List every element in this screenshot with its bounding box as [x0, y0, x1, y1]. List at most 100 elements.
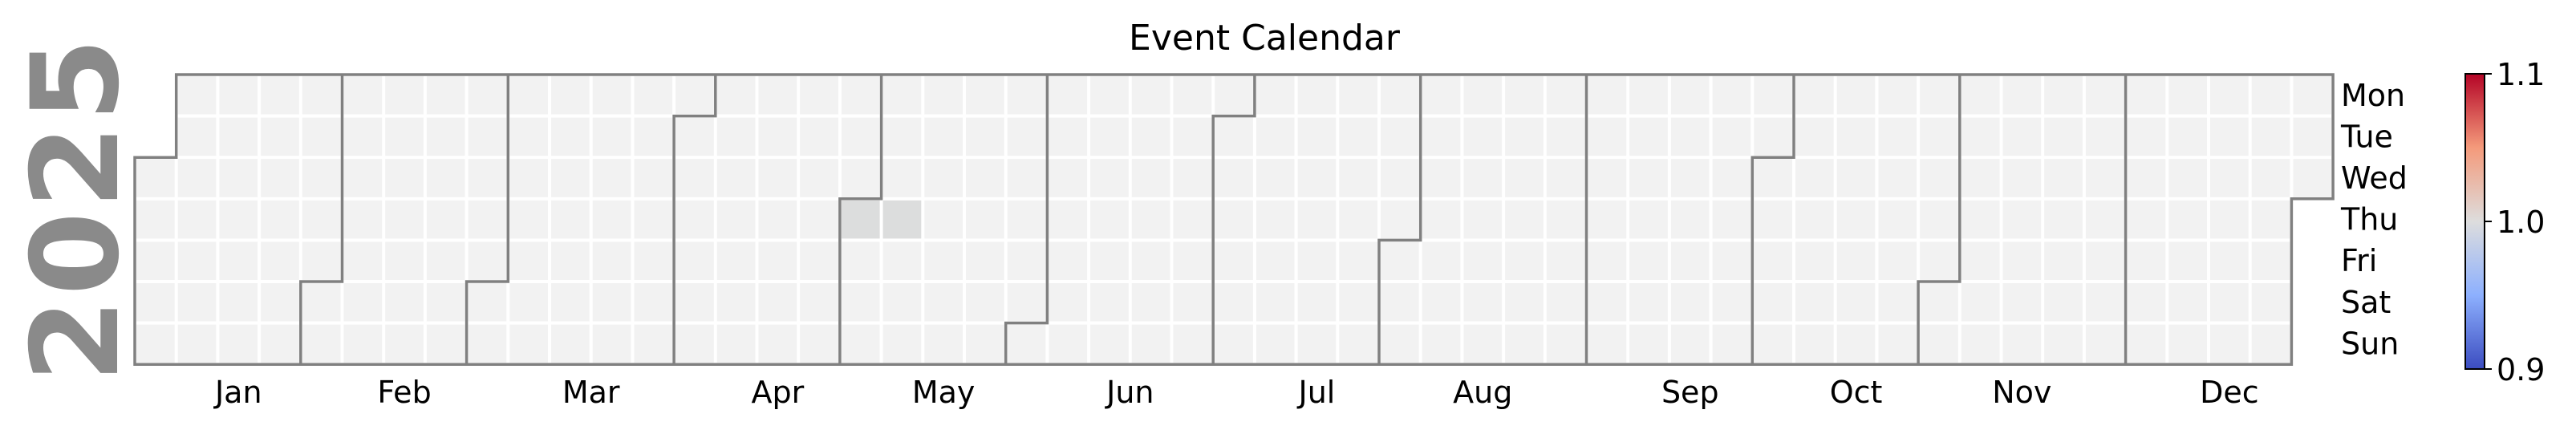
- day-cell: [1546, 283, 1585, 322]
- day-cell: [2085, 159, 2124, 197]
- day-cell: [1463, 241, 1503, 280]
- day-cell: [1670, 241, 1710, 280]
- day-cell: [758, 117, 797, 156]
- day-cell: [1049, 200, 1088, 239]
- day-cell: [1588, 241, 1627, 280]
- day-cell: [758, 241, 797, 280]
- day-cell: [1546, 76, 1585, 115]
- day-cell: [302, 117, 341, 156]
- day-cell: [551, 324, 590, 363]
- day-cell: [385, 241, 424, 280]
- day-cell: [800, 283, 838, 322]
- day-cell: [1961, 283, 2000, 322]
- day-cell: [2251, 324, 2290, 363]
- day-cell: [385, 283, 424, 322]
- day-cell: [385, 200, 424, 239]
- day-cell: [634, 117, 673, 156]
- day-cell: [1007, 324, 1046, 363]
- day-cell: [426, 241, 465, 280]
- day-cell: [1339, 159, 1377, 197]
- day-cell: [509, 283, 548, 322]
- day-cell: [1297, 241, 1337, 280]
- day-cell: [1961, 200, 2000, 239]
- day-cell: [2168, 200, 2207, 239]
- day-cell: [2085, 241, 2124, 280]
- day-cell: [1173, 200, 1212, 239]
- day-cell: [2044, 324, 2083, 363]
- day-cell: [675, 76, 714, 115]
- day-cell: [1588, 159, 1627, 197]
- day-cell: [2002, 241, 2042, 280]
- day-cell: [1670, 324, 1710, 363]
- day-cell: [1339, 200, 1377, 239]
- day-cell: [882, 117, 922, 156]
- day-cell: [1588, 283, 1627, 322]
- day-cell: [177, 324, 217, 363]
- day-cell: [1505, 200, 1544, 239]
- day-cell: [1381, 200, 1419, 239]
- day-cell: [2251, 76, 2290, 115]
- day-cell: [177, 283, 217, 322]
- day-cell: [1712, 200, 1751, 239]
- day-cell: [1754, 241, 1792, 280]
- day-cell: [592, 200, 631, 239]
- day-cell: [1920, 76, 1958, 115]
- day-cell: [1007, 117, 1046, 156]
- day-cell: [1007, 159, 1046, 197]
- day-cell: [2002, 324, 2042, 363]
- day-cell: [1256, 200, 1295, 239]
- day-cell: [966, 76, 1004, 115]
- day-cell: [1339, 241, 1377, 280]
- day-cell: [1878, 76, 1917, 115]
- day-cell: [924, 76, 963, 115]
- day-cell: [2127, 200, 2166, 239]
- day-cell: [136, 200, 175, 239]
- day-cell: [219, 117, 258, 156]
- day-cell: [468, 76, 507, 115]
- day-cell: [343, 200, 383, 239]
- day-cell: [716, 76, 756, 115]
- day-cell: [716, 200, 756, 239]
- day-cell: [385, 159, 424, 197]
- day-cell: [551, 200, 590, 239]
- day-cell: [1754, 117, 1792, 156]
- day-cell: [716, 159, 756, 197]
- weekday-label: Wed: [2341, 160, 2408, 196]
- day-cell: [551, 117, 590, 156]
- day-cell: [1629, 283, 1668, 322]
- day-cell: [509, 200, 548, 239]
- day-cell: [1215, 76, 1253, 115]
- day-cell: [1256, 117, 1295, 156]
- day-cell: [2127, 283, 2166, 322]
- day-cell: [2002, 283, 2042, 322]
- day-cell: [1297, 76, 1337, 115]
- day-cell: [343, 324, 383, 363]
- day-cell: [1173, 76, 1212, 115]
- day-cell: [1754, 200, 1792, 239]
- day-cell: [758, 324, 797, 363]
- day-cell: [716, 283, 756, 322]
- day-cell: [841, 76, 880, 115]
- day-cell: [2002, 159, 2042, 197]
- day-cell: [1588, 117, 1627, 156]
- month-label: Jun: [1105, 375, 1154, 410]
- day-cell: [1546, 117, 1585, 156]
- day-cell: [634, 159, 673, 197]
- day-cell: [675, 117, 714, 156]
- day-cell: [343, 283, 383, 322]
- day-cell: [1049, 76, 1088, 115]
- day-cell: [136, 283, 175, 322]
- day-cell: [1836, 324, 1876, 363]
- day-cell: [261, 76, 299, 115]
- day-cell: [1215, 283, 1253, 322]
- day-cell: [1215, 324, 1253, 363]
- day-cell: [675, 159, 714, 197]
- day-cell: [2002, 76, 2042, 115]
- day-cell: [924, 159, 963, 197]
- event-day-cell: [882, 200, 922, 239]
- day-cell: [1339, 117, 1377, 156]
- day-cell: [1836, 76, 1876, 115]
- day-cell: [1463, 283, 1503, 322]
- day-cell: [1505, 159, 1544, 197]
- day-cell: [1463, 159, 1503, 197]
